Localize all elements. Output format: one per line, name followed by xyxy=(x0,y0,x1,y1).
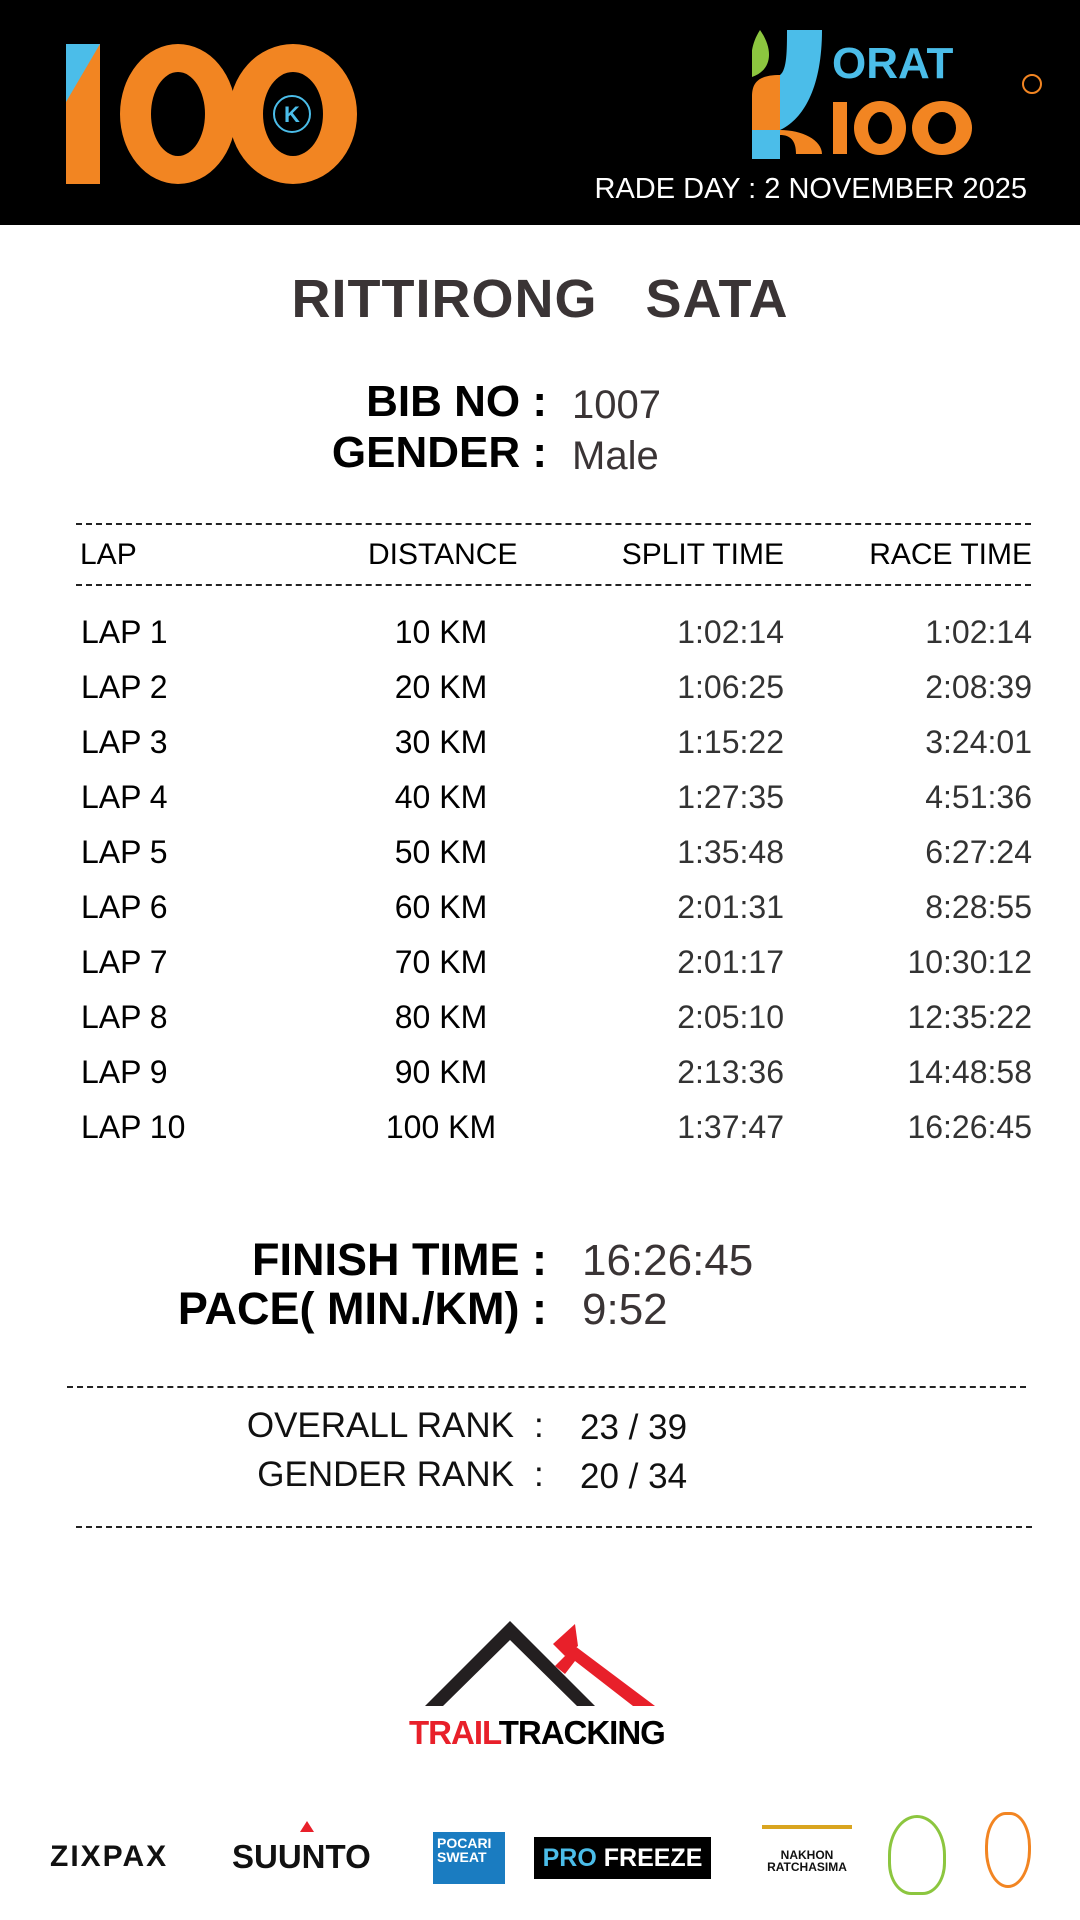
distance-cell: 10 KM xyxy=(394,614,488,650)
divider xyxy=(76,584,1031,586)
sponsor-nakhon-ratchasima: NAKHON RATCHASIMA xyxy=(762,1825,852,1885)
sponsor-emblem-1 xyxy=(888,1815,946,1895)
race-time-cell: 3:24:01 xyxy=(925,724,1032,760)
lap-cell: LAP 3 xyxy=(81,724,168,760)
header-distance: DISTANCE xyxy=(368,538,518,571)
bib-label: BIB NO : xyxy=(366,377,547,426)
gender-rank-value: 20 / 34 xyxy=(580,1457,688,1496)
distance-cell: 30 KM xyxy=(394,724,488,760)
table-row: LAP 1 10 KM 1:02:14 1:02:14 xyxy=(0,614,1080,669)
distance-cell: 100 KM xyxy=(385,1109,497,1145)
lap-cell: LAP 9 xyxy=(81,1054,168,1090)
100k-logo: K xyxy=(66,44,357,184)
race-time-cell: 12:35:22 xyxy=(907,999,1032,1035)
trail-text: TRAIL xyxy=(409,1714,500,1751)
distance-cell: 80 KM xyxy=(394,999,488,1035)
race-time-cell: 1:02:14 xyxy=(925,614,1032,650)
finish-time-label: FINISH TIME : xyxy=(252,1234,547,1285)
table-row: LAP 4 40 KM 1:27:35 4:51:36 xyxy=(0,779,1080,834)
table-row: LAP 2 20 KM 1:06:25 2:08:39 xyxy=(0,669,1080,724)
split-time-cell: 2:01:31 xyxy=(677,889,784,925)
split-time-cell: 2:01:17 xyxy=(677,944,784,980)
mountain-icon xyxy=(425,1621,655,1706)
split-time-cell: 2:05:10 xyxy=(677,999,784,1035)
korat100-logo: ORAT xyxy=(752,30,1042,159)
distance-cell: 20 KM xyxy=(394,669,488,705)
table-row: LAP 7 70 KM 2:01:17 10:30:12 xyxy=(0,944,1080,999)
table-row: LAP 5 50 KM 1:35:48 6:27:24 xyxy=(0,834,1080,889)
pace-value: 9:52 xyxy=(582,1285,668,1334)
table-row: LAP 10 100 KM 1:37:47 16:26:45 xyxy=(0,1109,1080,1164)
gender-rank-label: GENDER RANK xyxy=(257,1455,514,1494)
lap-cell: LAP 7 xyxy=(81,944,168,980)
bib-value: 1007 xyxy=(572,383,661,427)
sponsor-suunto: SUUNTO xyxy=(232,1838,371,1875)
distance-cell: 90 KM xyxy=(394,1054,488,1090)
runner-name: RITTIRONG SATA xyxy=(291,269,789,329)
divider xyxy=(67,1386,1026,1388)
lap-cell: LAP 6 xyxy=(81,889,168,925)
header-race-time: RACE TIME xyxy=(869,538,1032,571)
divider xyxy=(76,1526,1032,1528)
header-lap: LAP xyxy=(80,538,137,571)
svg-text:K: K xyxy=(284,102,300,127)
race-time-cell: 6:27:24 xyxy=(925,834,1032,870)
header-split-time: SPLIT TIME xyxy=(621,538,784,571)
table-row: LAP 6 60 KM 2:01:31 8:28:55 xyxy=(0,889,1080,944)
pace-label: PACE( MIN./KM) : xyxy=(177,1283,547,1334)
trailtracking-logo: TRAILTRACKING xyxy=(405,1616,680,1756)
split-time-cell: 1:37:47 xyxy=(677,1109,784,1145)
race-time-cell: 2:08:39 xyxy=(925,669,1032,705)
split-time-cell: 1:15:22 xyxy=(677,724,784,760)
distance-cell: 60 KM xyxy=(394,889,488,925)
lap-cell: LAP 5 xyxy=(81,834,168,870)
race-time-cell: 4:51:36 xyxy=(925,779,1032,815)
split-time-cell: 1:35:48 xyxy=(677,834,784,870)
sponsor-profreeze: PRO FREEZE xyxy=(534,1837,711,1879)
tracking-text: TRACKING xyxy=(498,1714,666,1751)
split-time-cell: 1:27:35 xyxy=(677,779,784,815)
divider xyxy=(76,523,1031,525)
race-time-cell: 14:48:58 xyxy=(907,1054,1032,1090)
race-time-cell: 8:28:55 xyxy=(925,889,1032,925)
race-time-cell: 10:30:12 xyxy=(907,944,1032,980)
table-row: LAP 9 90 KM 2:13:36 14:48:58 xyxy=(0,1054,1080,1109)
distance-cell: 70 KM xyxy=(394,944,488,980)
table-row: LAP 3 30 KM 1:15:22 3:24:01 xyxy=(0,724,1080,779)
distance-cell: 50 KM xyxy=(394,834,488,870)
lap-cell: LAP 1 xyxy=(81,614,168,650)
colon: : xyxy=(534,1455,544,1494)
table-row: LAP 8 80 KM 2:05:10 12:35:22 xyxy=(0,999,1080,1054)
split-time-cell: 1:06:25 xyxy=(677,669,784,705)
split-time-cell: 2:13:36 xyxy=(677,1054,784,1090)
suunto-triangle-icon xyxy=(300,1821,314,1832)
gender-label: GENDER : xyxy=(331,428,547,477)
distance-cell: 40 KM xyxy=(394,779,488,815)
race-day: RADE DAY : 2 NOVEMBER 2025 xyxy=(594,173,1027,205)
split-time-cell: 1:02:14 xyxy=(677,614,784,650)
finish-time-value: 16:26:45 xyxy=(582,1236,754,1285)
sponsor-pocari: POCARI SWEAT xyxy=(433,1832,505,1884)
sponsor-emblem-2 xyxy=(985,1812,1031,1888)
lap-cell: LAP 4 xyxy=(81,779,168,815)
header-banner: K ORAT RADE DAY : 2 NOVEMBER 2025 xyxy=(0,0,1080,225)
lap-cell: LAP 2 xyxy=(81,669,168,705)
lap-cell: LAP 10 xyxy=(81,1109,186,1145)
lap-cell: LAP 8 xyxy=(81,999,168,1035)
svg-text:ORAT: ORAT xyxy=(832,39,954,88)
sponsor-zixpax: ZIXPAX xyxy=(50,1840,169,1873)
gender-value: Male xyxy=(572,434,659,478)
overall-rank-value: 23 / 39 xyxy=(580,1408,688,1447)
colon: : xyxy=(534,1406,544,1445)
overall-rank-label: OVERALL RANK xyxy=(246,1406,514,1445)
race-time-cell: 16:26:45 xyxy=(907,1109,1032,1145)
